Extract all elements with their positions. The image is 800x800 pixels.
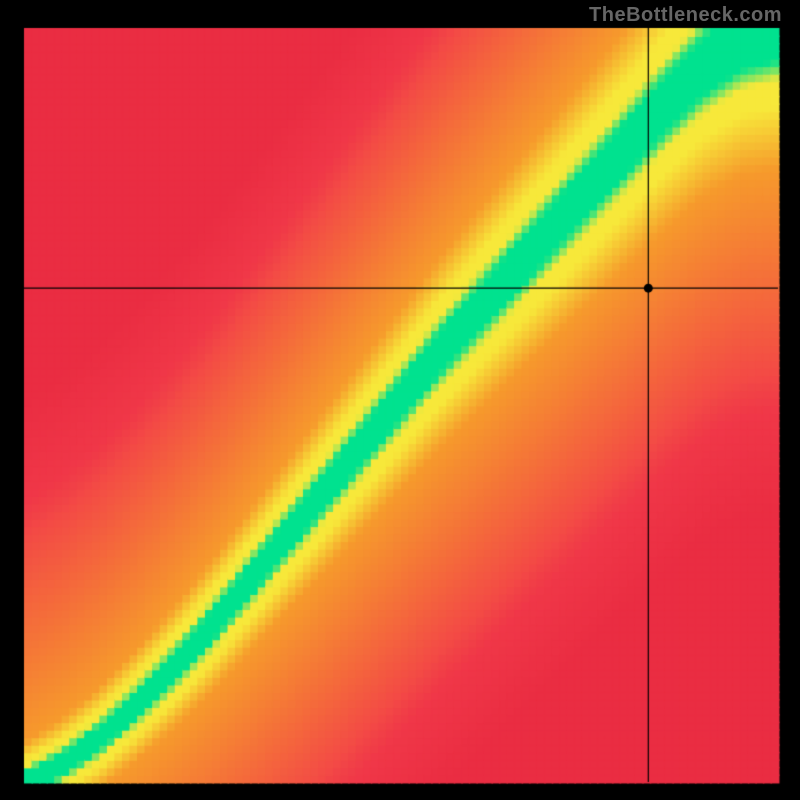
chart-container: TheBottleneck.com <box>0 0 800 800</box>
bottleneck-heatmap <box>0 0 800 800</box>
watermark-text: TheBottleneck.com <box>589 4 782 27</box>
